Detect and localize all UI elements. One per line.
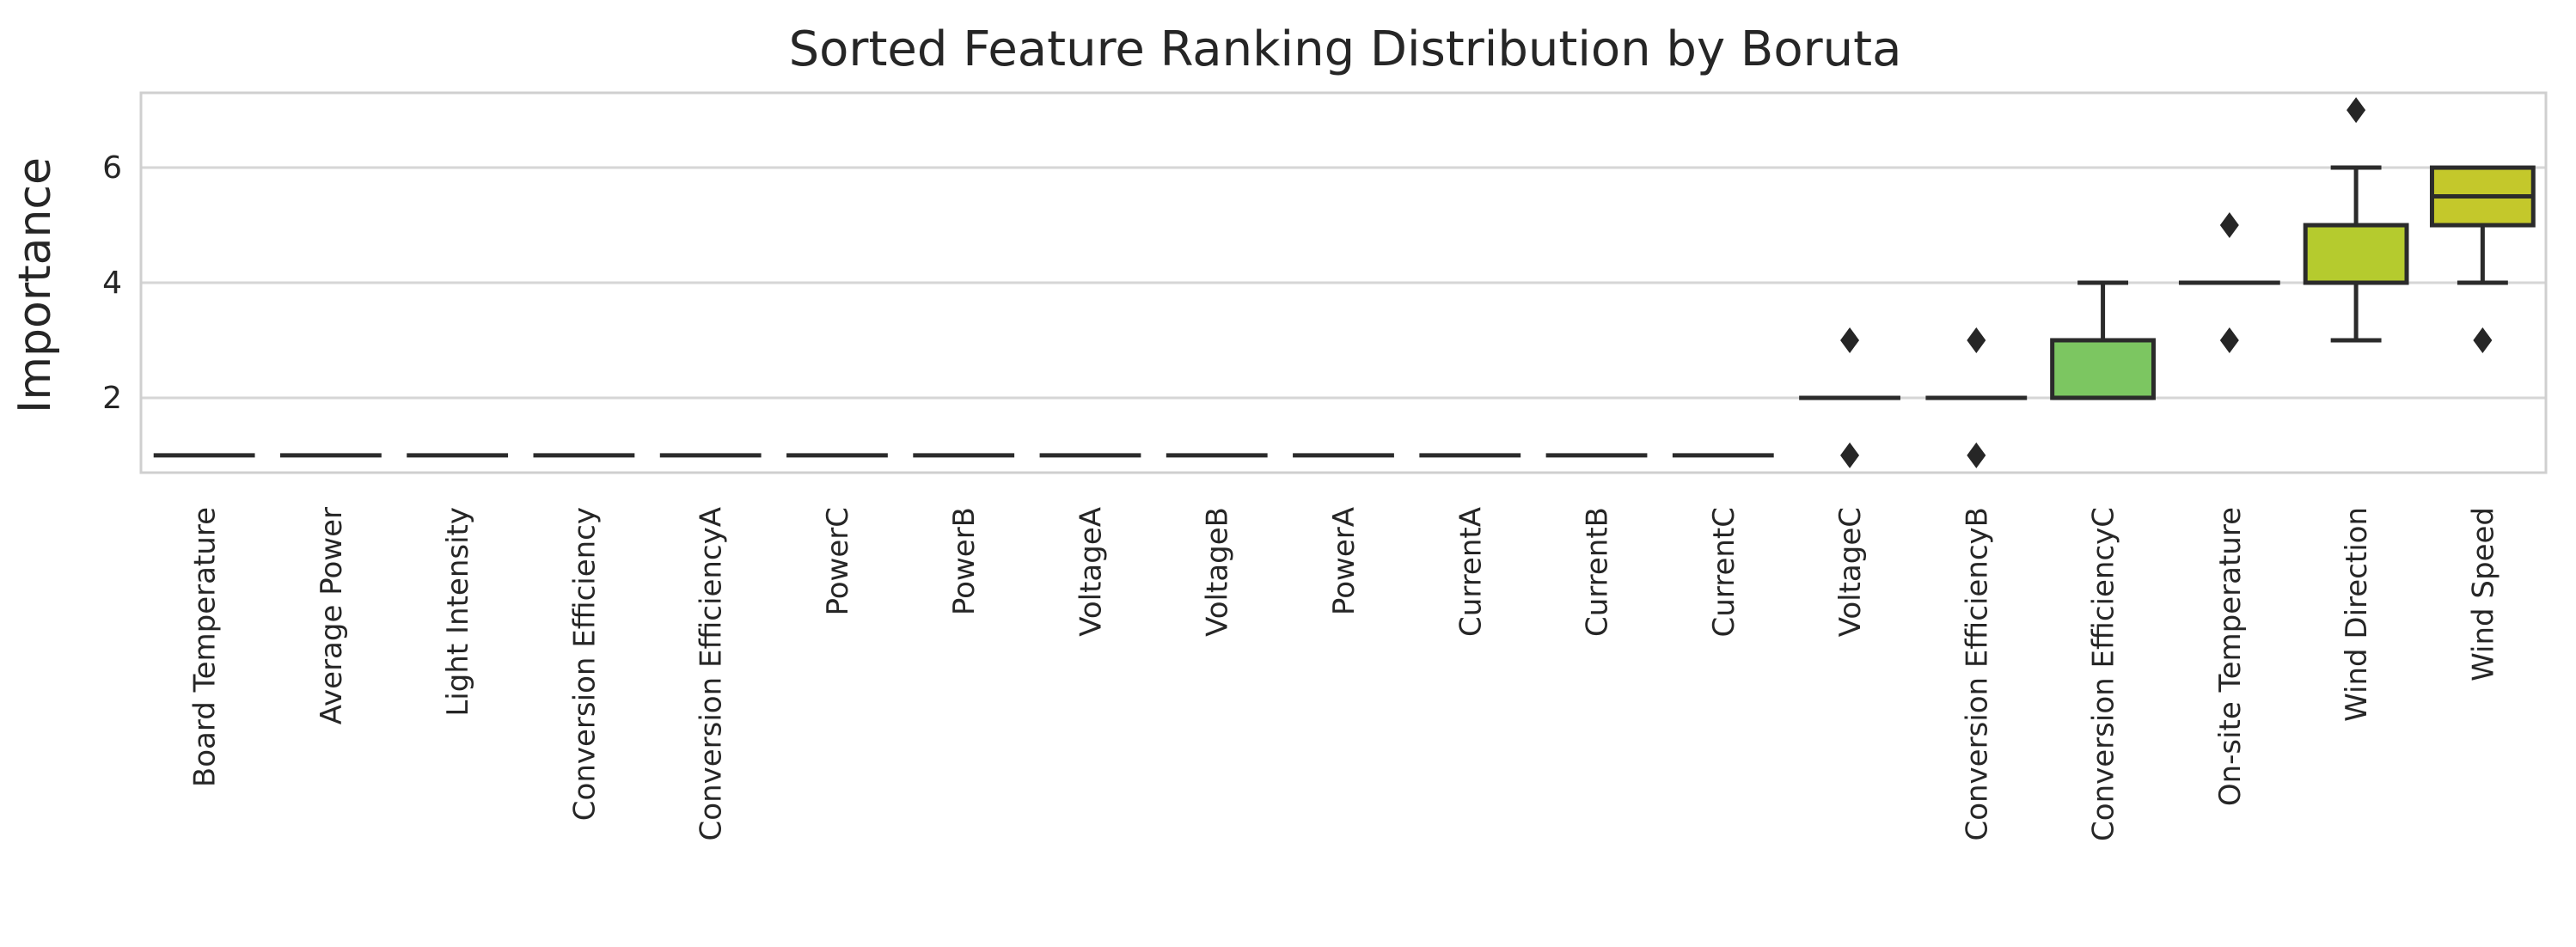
x-tick-label: PowerC bbox=[821, 507, 855, 616]
x-tick-label: PowerA bbox=[1327, 507, 1361, 615]
outlier-point bbox=[1967, 327, 1986, 353]
outlier-point bbox=[2473, 327, 2493, 353]
box-15 bbox=[1925, 327, 2028, 468]
chart-title: Sorted Feature Ranking Distribution by B… bbox=[789, 21, 1902, 77]
outlier-point bbox=[2347, 97, 2366, 124]
outlier-point bbox=[1840, 327, 1860, 353]
outlier-point bbox=[2219, 212, 2239, 239]
outlier-point bbox=[1840, 442, 1860, 468]
x-tick-label: Wind Direction bbox=[2340, 507, 2374, 722]
y-axis-label: Importance bbox=[9, 157, 61, 413]
x-tick-label: Board Temperature bbox=[188, 507, 223, 787]
y-tick-label: 6 bbox=[102, 150, 122, 186]
box-18 bbox=[2303, 97, 2409, 343]
outlier-point bbox=[2219, 327, 2239, 353]
y-tick-label: 2 bbox=[102, 381, 122, 416]
x-tick-label: VoltageB bbox=[1201, 507, 1235, 637]
x-tick-label: Conversion EfficiencyC bbox=[2087, 507, 2121, 841]
x-tick-label: On-site Temperature bbox=[2213, 507, 2248, 806]
box-16 bbox=[2050, 280, 2156, 400]
x-tick-labels: Board Temperature Average Power Light Inte… bbox=[188, 507, 2501, 841]
x-tick-label: CurrentA bbox=[1453, 507, 1488, 637]
x-tick-label: Conversion EfficiencyB bbox=[1960, 507, 1994, 841]
x-tick-label: Conversion Efficiency bbox=[567, 507, 602, 821]
y-tick-labels: 2 4 6 bbox=[102, 150, 122, 416]
x-tick-label: CurrentC bbox=[1707, 507, 1741, 637]
x-tick-label: PowerB bbox=[947, 507, 982, 615]
x-tick-label: VoltageA bbox=[1074, 507, 1108, 637]
box-layer bbox=[153, 97, 2536, 468]
box-19 bbox=[2429, 165, 2536, 353]
x-tick-label: Average Power bbox=[315, 507, 349, 724]
box-body bbox=[2050, 338, 2156, 400]
box-17 bbox=[2178, 212, 2280, 353]
x-tick-label: Conversion EfficiencyA bbox=[694, 507, 729, 840]
x-tick-label: Light Intensity bbox=[441, 507, 475, 717]
x-tick-label: VoltageC bbox=[1833, 507, 1868, 637]
plot-frame bbox=[139, 91, 2548, 474]
outlier-point bbox=[1967, 442, 1986, 468]
y-tick-label: 4 bbox=[102, 266, 122, 301]
x-tick-label: CurrentB bbox=[1581, 507, 1615, 637]
box-body bbox=[2303, 223, 2409, 285]
x-tick-label: Wind Speed bbox=[2466, 507, 2500, 681]
box-14 bbox=[1799, 327, 1900, 468]
